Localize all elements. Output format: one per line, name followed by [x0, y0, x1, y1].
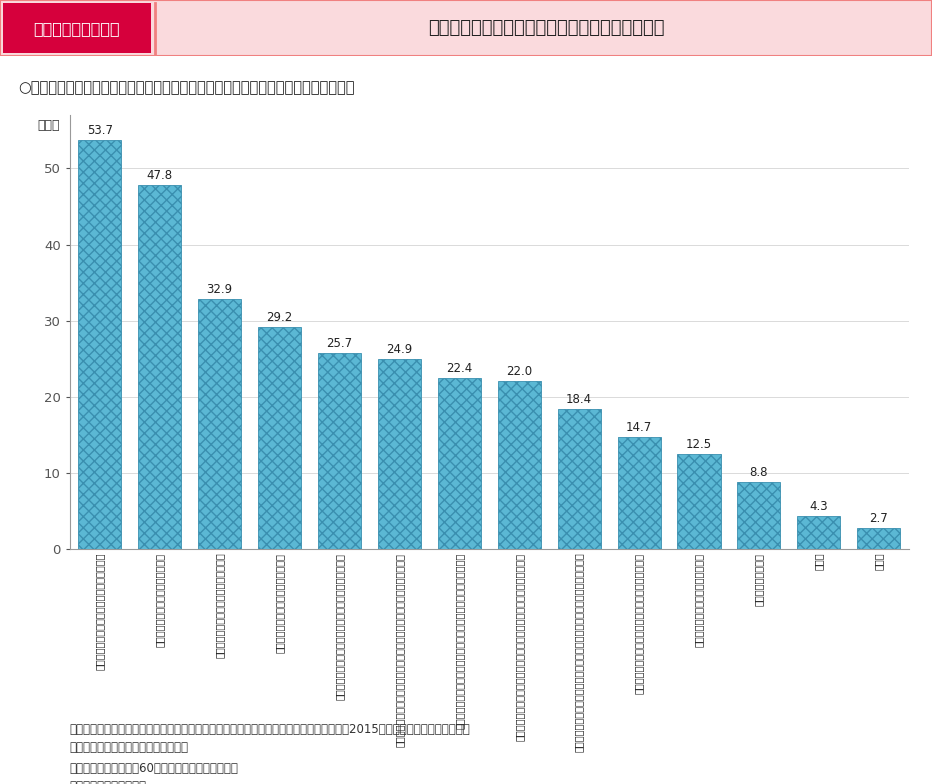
Text: 12.5: 12.5	[686, 437, 712, 451]
Text: 4.3: 4.3	[810, 500, 829, 513]
Text: 年間の総実労働時間に上限を設ける: 年間の総実労働時間に上限を設ける	[694, 553, 704, 647]
Text: 第３－（２）－６図: 第３－（２）－６図	[34, 20, 120, 36]
Text: ○　仕事の効率化には、業務配分のムラをなくすことが最も必要と考えられている。: ○ 仕事の効率化には、業務配分のムラをなくすことが最も必要と考えられている。	[19, 81, 355, 96]
Bar	[557, 408, 601, 549]
Text: 残業手当が働いた分、支払われるように（サービス残業を撲滅にする）: 残業手当が働いた分、支払われるように（サービス残業を撲滅にする）	[514, 553, 525, 741]
Text: 営業時間を短縮する: 営業時間を短縮する	[754, 553, 764, 605]
Bar	[618, 437, 661, 549]
Bar	[498, 382, 541, 549]
Bar	[857, 528, 900, 549]
Text: 8.8: 8.8	[749, 466, 768, 479]
Bar	[199, 299, 241, 549]
Text: 長時間労働者が考える仕事の効率化に必要なもの: 長時間労働者が考える仕事の効率化に必要なもの	[428, 20, 665, 37]
Text: 有給休暇を取得させる下限を設定する: 有給休暇を取得させる下限を設定する	[275, 553, 284, 652]
Text: 残業時間数に上限を設ける、割増賃金率を引き上げる: 残業時間数に上限を設ける、割増賃金率を引き上げる	[634, 553, 644, 694]
Bar	[138, 185, 182, 549]
Bar	[318, 354, 361, 549]
Text: （注）　１）週実労働60時間以上の労働者の回答。
　　　　２）複数回答。: （注） １）週実労働60時間以上の労働者の回答。 ２）複数回答。	[70, 762, 239, 784]
Text: 25.7: 25.7	[326, 337, 352, 350]
Text: 人員数を増やす（業務量を減らす）: 人員数を増やす（業務量を減らす）	[155, 553, 165, 647]
Bar	[678, 454, 720, 549]
Text: 53.7: 53.7	[87, 125, 113, 137]
Text: 短時間勤務制度等、働き方を多様なフレックスタイムより柔軟な制度化する: 短時間勤務制度等、働き方を多様なフレックスタイムより柔軟な制度化する	[574, 553, 584, 753]
Text: 仕事中心の職場風土や社会慣行を見直す: 仕事中心の職場風土や社会慣行を見直す	[214, 553, 225, 659]
Text: 無回答: 無回答	[873, 553, 884, 570]
Text: 22.0: 22.0	[506, 365, 532, 379]
Text: 29.2: 29.2	[267, 310, 293, 324]
Bar	[377, 359, 421, 549]
Text: 2.7: 2.7	[870, 512, 888, 525]
Text: 労働時間の長さより、時間当たりの成果で評価される仕組みにする: 労働時間の長さより、時間当たりの成果で評価される仕組みにする	[454, 553, 464, 729]
Bar	[737, 482, 780, 549]
Bar	[78, 140, 121, 549]
Text: 32.9: 32.9	[207, 282, 233, 296]
Text: 18.4: 18.4	[566, 393, 592, 406]
Bar	[797, 516, 841, 549]
Text: 資料出所　（独）労働政策研究・研修機構「労働時間や働き方のニーズに関する調査」（2015年）をもとに厚生労働省労働
　　　　　政策担当参事官室にて作成: 資料出所 （独）労働政策研究・研修機構「労働時間や働き方のニーズに関する調査」（…	[70, 723, 471, 754]
Text: 14.7: 14.7	[626, 421, 652, 434]
Text: 47.8: 47.8	[146, 169, 172, 182]
Text: 22.4: 22.4	[446, 362, 473, 376]
Text: 一定時間働いたら、必ず休息時間を設けなければならない制度を導入する: 一定時間働いたら、必ず休息時間を設けなければならない制度を導入する	[394, 553, 404, 746]
Text: 24.9: 24.9	[386, 343, 413, 357]
Text: 残業させない上司が評価されるような仕組みを導入する: 残業させない上司が評価されるような仕組みを導入する	[335, 553, 345, 699]
Text: 組織間・従業員間の業務配分のムラをなくす: 組織間・従業員間の業務配分のムラをなくす	[95, 553, 105, 670]
Text: （％）: （％）	[37, 119, 60, 132]
Text: その他: その他	[814, 553, 824, 570]
Bar	[3, 3, 151, 53]
Bar	[438, 379, 481, 549]
Bar	[258, 327, 301, 549]
